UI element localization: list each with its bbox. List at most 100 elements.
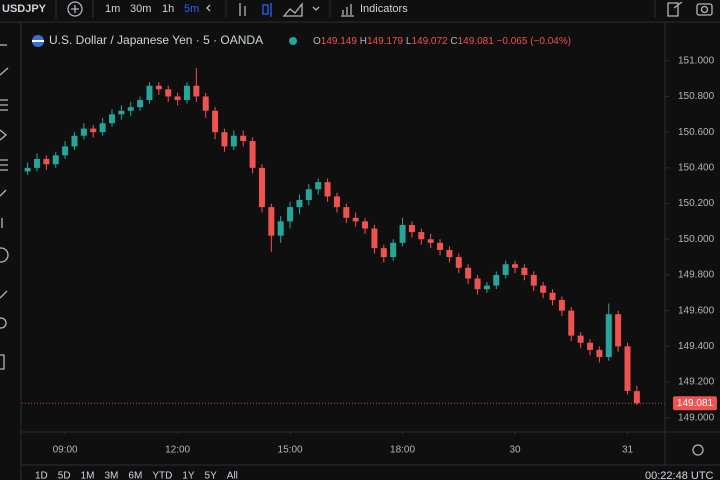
- candle-body: [333, 196, 340, 208]
- candle-body: [530, 274, 537, 286]
- x-tick-label: 09:00: [53, 445, 78, 456]
- ohlc-value: 149.179: [367, 36, 404, 47]
- chart-title: U.S. Dollar / Japanese Yen · 5 · OANDA: [49, 33, 263, 47]
- candle-body: [474, 278, 481, 290]
- candle-body: [202, 96, 209, 111]
- candle-body: [137, 100, 144, 108]
- candle-body: [174, 96, 181, 101]
- range-button[interactable]: 1M: [81, 471, 95, 480]
- candle-body: [399, 224, 406, 243]
- range-button[interactable]: 5Y: [205, 471, 218, 480]
- candle-body: [512, 264, 519, 268]
- dropdown-icon[interactable]: [312, 6, 320, 11]
- candle-body: [43, 158, 50, 165]
- snapshot-icon[interactable]: [696, 3, 713, 16]
- snapshot-lens: [700, 5, 709, 14]
- range-button[interactable]: 3M: [105, 471, 119, 480]
- settings-icon[interactable]: [692, 444, 704, 456]
- area-icon[interactable]: [282, 2, 303, 17]
- range-button[interactable]: YTD: [152, 471, 172, 480]
- ruler-icon[interactable]: [0, 290, 8, 299]
- candle-body: [287, 207, 294, 222]
- x-tick-label: 15:00: [278, 445, 303, 456]
- y-tick-label: 151.000: [678, 55, 715, 66]
- candle-body: [352, 217, 359, 222]
- y-tick-label: 149.600: [678, 305, 715, 316]
- interval[interactable]: 1m: [105, 3, 120, 15]
- candle-body: [324, 182, 331, 197]
- candle-body: [624, 346, 631, 391]
- market-status: [289, 37, 297, 45]
- dropdown-icon[interactable]: [206, 4, 211, 12]
- range-button[interactable]: 5D: [58, 471, 71, 480]
- candle-body: [146, 85, 153, 101]
- candles-icon[interactable]: [262, 3, 272, 17]
- candle-body: [633, 391, 640, 404]
- add-symbol-plus: [71, 5, 79, 13]
- candle-body: [221, 132, 228, 147]
- interval-active[interactable]: 5m: [184, 3, 199, 15]
- indicators-button[interactable]: Indicators: [360, 3, 408, 15]
- candle-body: [596, 349, 603, 358]
- candle-body: [558, 299, 565, 311]
- candle-body: [418, 232, 425, 240]
- brush-icon[interactable]: [0, 189, 7, 197]
- y-tick-label: 149.200: [678, 377, 715, 388]
- zoom-icon[interactable]: [0, 317, 7, 329]
- ohlc-key: O: [313, 36, 321, 47]
- candle-body: [483, 285, 490, 290]
- last-price-label: 149.081: [677, 398, 714, 409]
- chart-legend: U.S. Dollar / Japanese Yen · 5 · OANDA O…: [32, 33, 571, 47]
- range-button[interactable]: All: [227, 471, 238, 480]
- emoji-icon[interactable]: [0, 247, 9, 263]
- candle-body: [127, 107, 134, 111]
- candle-body: [240, 135, 247, 142]
- candle-body: [502, 264, 509, 275]
- candle-body: [549, 292, 556, 300]
- ohlc-value: 149.072: [411, 36, 448, 47]
- ohlc-value: 149.149: [321, 36, 358, 47]
- interval[interactable]: 1h: [162, 3, 174, 15]
- candle-body: [605, 314, 612, 358]
- magnet-icon[interactable]: [0, 354, 5, 370]
- y-tick-label: 150.000: [678, 234, 715, 245]
- projection-icon[interactable]: [0, 159, 8, 171]
- candle-body: [24, 167, 31, 172]
- top-toolbar: USDJPY 1m 30m 1h 5m Indicators: [2, 0, 713, 18]
- range-button[interactable]: 1D: [35, 471, 48, 480]
- candle-body: [90, 128, 97, 133]
- y-tick-label: 150.800: [678, 91, 715, 102]
- pattern-icon[interactable]: [0, 129, 8, 141]
- range-button[interactable]: 1Y: [182, 471, 195, 480]
- fullscreen-icon[interactable]: [667, 1, 683, 17]
- candle-body: [193, 85, 200, 97]
- y-tick-label: 149.800: [678, 270, 715, 281]
- ohlc-key: L: [406, 36, 412, 47]
- candle-body: [446, 249, 453, 258]
- interval[interactable]: 30m: [130, 3, 151, 15]
- fib-icon[interactable]: [0, 99, 8, 111]
- y-tick-label: 150.200: [678, 198, 715, 209]
- ohlc-key: C: [450, 36, 457, 47]
- candle-body: [521, 267, 528, 275]
- candle-body: [465, 267, 472, 279]
- candle-body: [108, 114, 115, 124]
- y-tick-label: 149.400: [678, 341, 715, 352]
- candle-body: [212, 110, 219, 133]
- symbol[interactable]: USDJPY: [2, 3, 47, 15]
- candle-body: [568, 310, 575, 336]
- trendline-icon[interactable]: [0, 67, 9, 76]
- candle-body: [315, 182, 322, 190]
- range-button[interactable]: 6M: [128, 471, 142, 480]
- candle-body: [165, 89, 172, 97]
- candle-body: [587, 342, 594, 350]
- candle-body: [52, 155, 59, 165]
- candle-body: [577, 335, 584, 343]
- left-toolbar: [0, 44, 9, 370]
- candle-body: [408, 224, 415, 233]
- candle-body: [118, 110, 125, 115]
- add-symbol-icon[interactable]: [67, 1, 83, 17]
- bars-icon[interactable]: [239, 3, 246, 16]
- indicators-icon[interactable]: [341, 4, 354, 17]
